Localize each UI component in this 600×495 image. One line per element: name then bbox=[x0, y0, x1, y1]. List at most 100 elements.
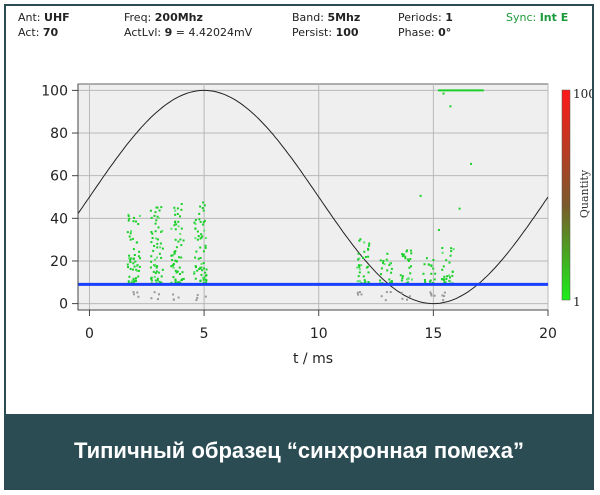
actlvl-readout: ActLvl: 9 = 4.42024mV bbox=[124, 26, 253, 39]
pulse-point bbox=[154, 222, 157, 225]
pulse-point bbox=[139, 257, 142, 260]
pulse-point bbox=[150, 279, 153, 282]
pulse-point bbox=[427, 263, 430, 266]
pulse-point bbox=[356, 280, 359, 283]
pulse-point bbox=[422, 272, 425, 275]
noise-point bbox=[360, 293, 363, 296]
pulse-point bbox=[172, 264, 175, 267]
pulse-point bbox=[155, 270, 158, 273]
pulse-point bbox=[366, 265, 369, 268]
pulse-point bbox=[174, 250, 177, 253]
pulse-point bbox=[429, 280, 431, 283]
pulse-point bbox=[367, 255, 370, 258]
noise-point bbox=[150, 297, 153, 300]
pulse-point bbox=[195, 266, 197, 269]
pulse-point bbox=[197, 257, 200, 260]
pulse-point bbox=[379, 279, 382, 282]
pulse-point bbox=[194, 227, 197, 230]
pulse-point bbox=[194, 222, 197, 225]
pulse-point bbox=[433, 278, 436, 281]
noise-point bbox=[430, 293, 433, 295]
pulse-point bbox=[391, 281, 393, 284]
pulse-point bbox=[134, 260, 137, 263]
pulse-point bbox=[175, 271, 178, 274]
pulse-point bbox=[182, 239, 185, 242]
pulse-point bbox=[430, 272, 433, 275]
pulse-point bbox=[205, 274, 208, 277]
pulse-point bbox=[202, 223, 205, 226]
plot-area bbox=[77, 83, 549, 311]
pulse-point bbox=[389, 281, 391, 284]
pulse-point bbox=[156, 215, 159, 218]
pulse-point bbox=[180, 279, 183, 281]
noise-point bbox=[172, 293, 175, 296]
pulse-point bbox=[202, 278, 205, 281]
pulse-point bbox=[136, 265, 138, 267]
pulse-point bbox=[386, 252, 389, 255]
pulse-point bbox=[128, 235, 131, 238]
pulse-point bbox=[180, 256, 183, 259]
pulse-point bbox=[409, 258, 412, 260]
noise-point bbox=[358, 291, 361, 293]
noise-point bbox=[196, 294, 199, 297]
pulse-point bbox=[199, 257, 202, 259]
pulse-point bbox=[179, 232, 182, 235]
pulse-point bbox=[201, 269, 204, 272]
pulse-point bbox=[448, 261, 451, 264]
pulse-point bbox=[138, 265, 141, 268]
pulse-point bbox=[170, 227, 173, 230]
pulse-point bbox=[203, 204, 206, 207]
noise-point bbox=[357, 293, 360, 296]
pulse-point bbox=[390, 271, 393, 274]
pulse-point bbox=[174, 213, 177, 216]
pulse-point bbox=[152, 249, 155, 252]
pulse-point bbox=[172, 263, 175, 265]
pulse-point bbox=[131, 279, 134, 282]
pulse-point bbox=[194, 256, 197, 259]
pulse-point bbox=[404, 255, 407, 258]
pulse-point bbox=[409, 272, 412, 275]
pulse-point bbox=[129, 267, 132, 270]
pulse-point bbox=[128, 254, 131, 257]
pulse-point bbox=[380, 273, 382, 276]
pulse-point bbox=[358, 271, 361, 274]
pulse-point bbox=[127, 280, 130, 283]
pulse-point bbox=[430, 265, 433, 268]
caption-banner: Типичный образец “синхронная помеха” bbox=[6, 414, 592, 488]
pulse-point bbox=[137, 255, 140, 258]
pulse-point bbox=[155, 237, 158, 240]
pulse-point bbox=[128, 217, 131, 220]
x-axis-label: t / ms bbox=[293, 351, 333, 367]
sparse-point bbox=[419, 194, 422, 197]
pulse-point bbox=[390, 267, 393, 270]
pulse-point bbox=[204, 246, 207, 249]
pulse-point bbox=[127, 219, 130, 222]
pulse-point bbox=[358, 239, 361, 242]
axes-layer: 0 5 10 15 20 0 20 40 60 80 100 bbox=[41, 83, 557, 342]
pulse-point bbox=[178, 256, 180, 259]
pulse-point bbox=[424, 281, 427, 283]
sparse-point bbox=[449, 105, 452, 108]
periods-readout: Periods: 1 bbox=[398, 11, 453, 24]
pulse-point bbox=[358, 257, 361, 260]
pulse-point bbox=[380, 267, 383, 270]
noise-point bbox=[385, 291, 388, 294]
sparse-point bbox=[442, 92, 445, 95]
pulse-point bbox=[197, 235, 200, 237]
pulse-point bbox=[181, 271, 184, 274]
pulse-point bbox=[150, 231, 153, 233]
pulse-point bbox=[363, 250, 366, 253]
pulse-point bbox=[130, 281, 133, 284]
x-tick-label: 15 bbox=[424, 326, 442, 342]
noise-point bbox=[406, 298, 408, 301]
ant-readout: Ant: UHF bbox=[18, 11, 70, 24]
pulse-point bbox=[364, 256, 367, 258]
noise-point bbox=[384, 299, 387, 302]
pulse-point bbox=[160, 281, 163, 284]
noise-point bbox=[408, 295, 411, 298]
x-tick-label: 0 bbox=[85, 326, 94, 342]
pulse-point bbox=[159, 246, 162, 249]
pulse-point bbox=[158, 252, 161, 255]
pulse-point bbox=[153, 275, 156, 278]
pulse-point bbox=[149, 266, 152, 269]
